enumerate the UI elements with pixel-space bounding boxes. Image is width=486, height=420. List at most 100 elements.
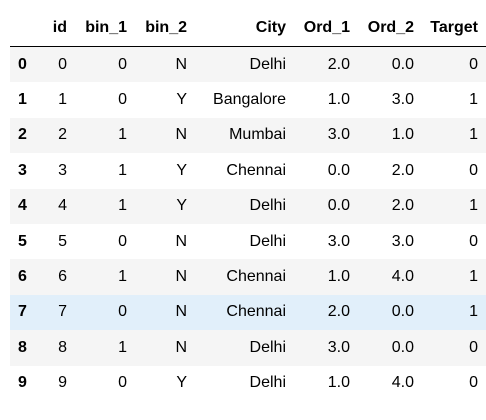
cell-ord-1: 3.0	[327, 338, 350, 356]
cell-id: 2	[58, 126, 67, 144]
column-header-target: Target	[422, 10, 486, 47]
cell-id: 9	[58, 374, 67, 392]
row-index: 6	[18, 268, 27, 286]
cell-ord-1: 0.0	[327, 197, 350, 215]
cell-bin-1: 1	[118, 268, 127, 286]
cell-city: Bangalore	[213, 91, 286, 109]
cell-city: Delhi	[249, 374, 286, 392]
cell-id: 6	[58, 268, 67, 286]
cell-id: 0	[58, 55, 67, 73]
cell-bin-1: 1	[118, 338, 127, 356]
table-row: 7 7 0 N Chennai 2.0 0.0 1	[10, 294, 486, 331]
cell-city: Delhi	[249, 55, 286, 73]
cell-city: Mumbai	[229, 126, 286, 144]
dataframe-table: id bin_1 bin_2 City Ord_1 Ord_2 Target 0…	[10, 10, 486, 401]
cell-target: 0	[469, 161, 478, 179]
header-row: id bin_1 bin_2 City Ord_1 Ord_2 Target	[10, 10, 486, 47]
cell-ord-2: 4.0	[391, 268, 414, 286]
row-index: 4	[18, 197, 27, 215]
cell-ord-1: 2.0	[327, 55, 350, 73]
cell-bin-2: N	[175, 55, 187, 73]
row-index: 2	[18, 126, 27, 144]
cell-ord-1: 3.0	[327, 126, 350, 144]
column-header-bin-2: bin_2	[135, 10, 195, 47]
cell-ord-2: 1.0	[391, 126, 414, 144]
table-row: 6 6 1 N Chennai 1.0 4.0 1	[10, 259, 486, 295]
cell-ord-2: 0.0	[391, 55, 414, 73]
cell-ord-1: 1.0	[327, 374, 350, 392]
cell-bin-2: Y	[176, 197, 187, 215]
cell-ord-2: 0.0	[391, 303, 414, 321]
cell-bin-2: Y	[176, 91, 187, 109]
cell-bin-2: Y	[176, 161, 187, 179]
column-header-ord-2: Ord_2	[358, 10, 422, 47]
cell-bin-2: Y	[176, 374, 187, 392]
cell-target: 1	[469, 197, 478, 215]
cell-id: 1	[58, 91, 67, 109]
cell-ord-1: 2.0	[327, 303, 350, 321]
cell-ord-2: 2.0	[391, 197, 414, 215]
table-body: 0 0 0 N Delhi 2.0 0.0 0 1 1 0 Y Bangalore 1.0 3.0 1 2 2 1 N…	[10, 46, 486, 401]
row-index: 0	[18, 55, 27, 73]
cell-bin-2: N	[175, 303, 187, 321]
cell-ord-1: 1.0	[327, 91, 350, 109]
cell-id: 5	[58, 232, 67, 250]
table-row: 5 5 0 N Delhi 3.0 3.0 0	[10, 224, 486, 259]
cell-id: 8	[58, 338, 67, 356]
cell-bin-1: 0	[118, 374, 127, 392]
cell-target: 0	[469, 55, 478, 73]
cell-target: 0	[469, 374, 478, 392]
cell-ord-2: 0.0	[391, 338, 414, 356]
table-row: 2 2 1 N Mumbai 3.0 1.0 1	[10, 117, 486, 154]
column-header-ord-1: Ord_1	[294, 10, 358, 47]
cell-target: 0	[469, 338, 478, 356]
column-header-id: id	[40, 10, 75, 47]
cell-ord-2: 4.0	[391, 374, 414, 392]
row-index: 7	[18, 303, 27, 321]
cell-ord-2: 3.0	[391, 91, 414, 109]
cell-target: 1	[469, 268, 478, 286]
cell-bin-1: 0	[118, 232, 127, 250]
cell-bin-1: 0	[118, 303, 127, 321]
cell-bin-2: N	[175, 268, 187, 286]
cell-city: Delhi	[249, 197, 286, 215]
cell-city: Delhi	[249, 232, 286, 250]
cell-ord-1: 3.0	[327, 232, 350, 250]
table-row: 0 0 0 N Delhi 2.0 0.0 0	[10, 46, 486, 83]
row-index: 1	[18, 91, 27, 109]
row-index: 5	[18, 232, 27, 250]
cell-bin-1: 0	[118, 91, 127, 109]
cell-city: Delhi	[249, 338, 286, 356]
cell-bin-1: 1	[118, 161, 127, 179]
table-row: 8 8 1 N Delhi 3.0 0.0 0	[10, 330, 486, 366]
cell-bin-1: 1	[118, 197, 127, 215]
cell-target: 1	[469, 303, 478, 321]
cell-bin-1: 0	[118, 55, 127, 73]
column-header-city: City	[195, 10, 294, 47]
table-row: 4 4 1 Y Delhi 0.0 2.0 1	[10, 188, 486, 224]
cell-id: 4	[58, 197, 67, 215]
cell-ord-2: 3.0	[391, 232, 414, 250]
cell-bin-2: N	[175, 232, 187, 250]
table-row: 9 9 0 Y Delhi 1.0 4.0 0	[10, 366, 486, 401]
row-index: 9	[18, 374, 27, 392]
row-index: 8	[18, 338, 27, 356]
cell-city: Chennai	[226, 303, 286, 321]
table-row: 3 3 1 Y Chennai 0.0 2.0 0	[10, 153, 486, 188]
cell-id: 3	[58, 161, 67, 179]
column-header-bin-1: bin_1	[75, 10, 135, 47]
cell-target: 1	[469, 91, 478, 109]
index-header	[10, 10, 40, 47]
cell-city: Chennai	[226, 268, 286, 286]
cell-target: 1	[469, 126, 478, 144]
cell-ord-2: 2.0	[391, 161, 414, 179]
cell-city: Chennai	[226, 161, 286, 179]
cell-bin-2: N	[175, 126, 187, 144]
cell-bin-1: 1	[118, 126, 127, 144]
cell-ord-1: 1.0	[327, 268, 350, 286]
cell-target: 0	[469, 232, 478, 250]
row-index: 3	[18, 161, 27, 179]
cell-id: 7	[58, 303, 67, 321]
cell-bin-2: N	[175, 338, 187, 356]
